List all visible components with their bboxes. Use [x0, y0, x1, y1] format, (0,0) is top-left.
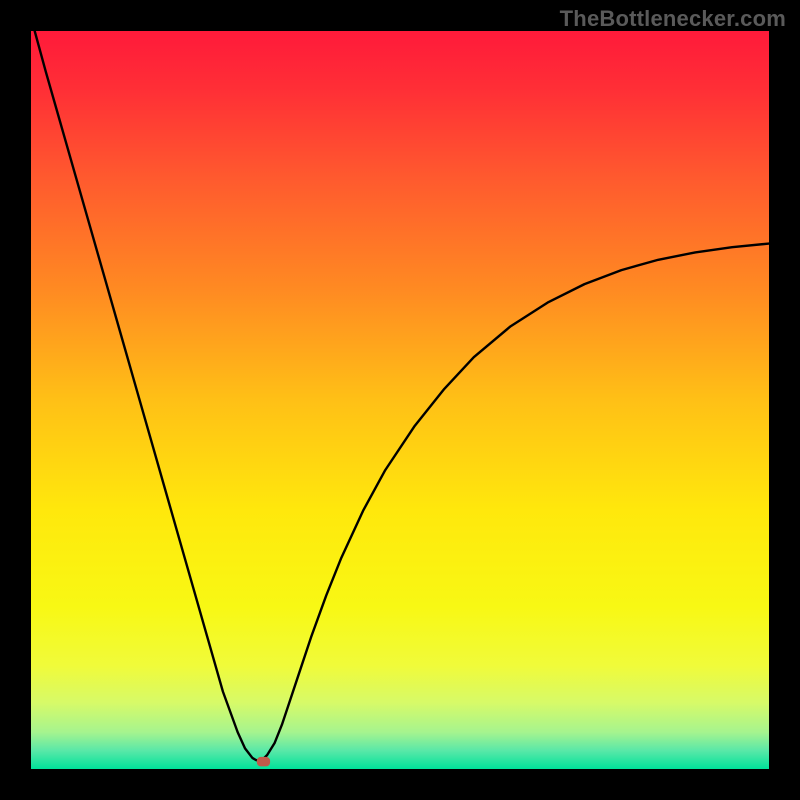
- watermark-text: TheBottlenecker.com: [560, 6, 786, 32]
- plot-area: [31, 31, 769, 769]
- chart-svg: [31, 31, 769, 769]
- gradient-background: [31, 31, 769, 769]
- chart-container: TheBottlenecker.com: [0, 0, 800, 800]
- optimal-point-marker: [257, 757, 270, 767]
